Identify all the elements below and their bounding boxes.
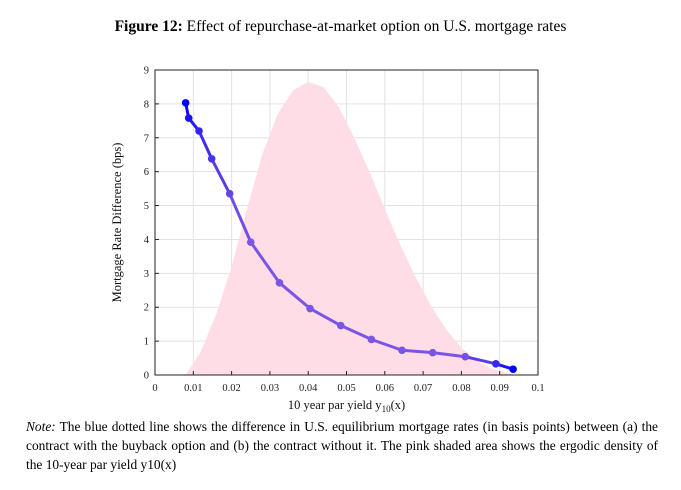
y-tick-label: 8 <box>144 99 149 110</box>
x-tick-label: 0.01 <box>184 383 202 394</box>
y-tick-labels: 0 1 2 3 4 5 6 7 8 9 <box>144 66 150 382</box>
x-tick-label: 0.04 <box>299 383 318 394</box>
data-point <box>367 335 376 344</box>
data-point <box>181 99 190 107</box>
density-area <box>185 81 516 376</box>
x-tick-label: 0.1 <box>531 383 544 394</box>
figure-label: Figure 12: <box>114 18 183 35</box>
y-tick-label: 3 <box>144 269 149 280</box>
y-tick-label: 9 <box>144 66 149 77</box>
x-tick-label: 0.02 <box>222 383 240 394</box>
series-segment <box>463 355 498 366</box>
note-label: Note: <box>26 419 56 434</box>
data-point <box>275 279 284 287</box>
figure-title: Figure 12: Effect of repurchase-at-marke… <box>0 18 681 36</box>
series-segment <box>400 348 435 355</box>
x-tick-label: 0.05 <box>337 383 355 394</box>
data-points <box>181 99 517 374</box>
data-point <box>306 304 314 313</box>
y-tick-label: 0 <box>144 371 149 382</box>
x-tick-label: 0.08 <box>452 383 470 394</box>
y-tick-label: 2 <box>144 303 149 314</box>
data-point <box>492 360 500 368</box>
y-tick-label: 6 <box>144 167 149 178</box>
series-segment <box>249 240 281 285</box>
axes <box>154 69 539 376</box>
data-point <box>428 348 437 357</box>
data-point <box>225 189 234 198</box>
data-point <box>398 346 406 355</box>
data-point <box>207 154 216 163</box>
series-segment <box>197 129 214 161</box>
series-segment <box>431 351 467 359</box>
data-point <box>461 352 470 361</box>
data-point <box>195 127 203 135</box>
y-tick-label: 5 <box>144 201 149 212</box>
data-point <box>184 114 193 122</box>
series-segment <box>277 281 312 311</box>
x-tick-label: 0.06 <box>376 383 394 394</box>
data-point <box>336 321 345 330</box>
data-point <box>246 238 255 246</box>
x-tick-labels: 0 0.01 0.02 0.03 0.04 0.05 0.06 0.07 0.08 0.09 0.1 <box>152 383 544 394</box>
note-text: The blue dotted line shows the differenc… <box>26 419 659 472</box>
series-segment <box>210 157 232 196</box>
y-axis-label: Mortgage Rate Difference (bps) <box>110 143 124 303</box>
series-segment <box>339 324 373 341</box>
x-tick-label: 0.03 <box>261 383 279 394</box>
y-tick-label: 4 <box>144 235 150 246</box>
chart: 0 0.01 0.02 0.03 0.04 0.05 0.06 0.07 0.08 0.09 0.1… <box>110 66 545 415</box>
x-tick-label: 0.07 <box>414 383 432 394</box>
series-segment <box>308 307 343 328</box>
series-segment <box>228 192 253 244</box>
series-segment <box>369 337 404 352</box>
x-tick-label: 0 <box>152 383 157 394</box>
y-tick-label: 1 <box>144 337 149 348</box>
data-point <box>509 365 517 374</box>
figure-title-text: Effect of repurchase-at-market option on… <box>186 18 567 35</box>
x-tick-label: 0.09 <box>491 383 509 394</box>
figure-note: Note: The blue dotted line shows the dif… <box>26 417 658 474</box>
x-axis-label: 10 year par yield y10(x) <box>288 398 405 414</box>
y-tick-label: 7 <box>144 133 149 144</box>
